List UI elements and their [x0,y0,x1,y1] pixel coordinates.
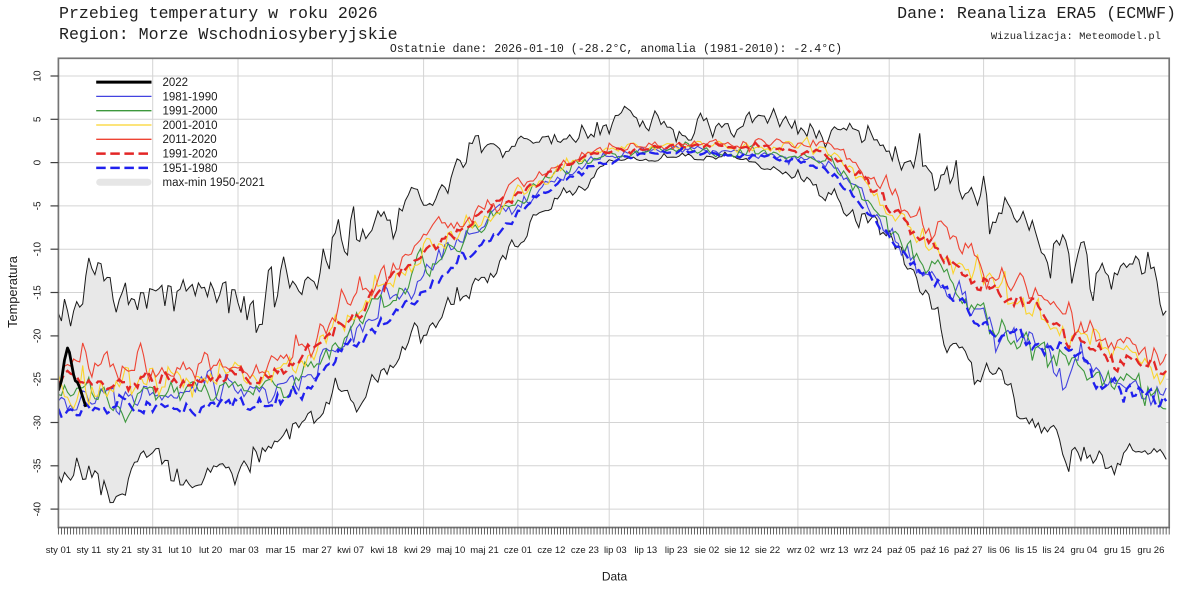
svg-text:cze 23: cze 23 [571,545,599,556]
svg-text:maj 10: maj 10 [437,545,466,556]
svg-text:paź 05: paź 05 [887,545,916,556]
svg-text:kwi 29: kwi 29 [404,545,431,556]
svg-text:10: 10 [33,70,44,82]
svg-text:wrz 02: wrz 02 [786,545,815,556]
svg-text:lis 06: lis 06 [988,545,1010,556]
svg-text:lut 10: lut 10 [168,545,191,556]
svg-text:lis 24: lis 24 [1043,545,1065,556]
svg-text:-25: -25 [33,372,44,387]
svg-text:mar 15: mar 15 [266,545,296,556]
svg-text:-30: -30 [33,415,44,430]
svg-text:lut 20: lut 20 [199,545,222,556]
svg-text:gru 15: gru 15 [1104,545,1131,556]
svg-text:maj 21: maj 21 [470,545,499,556]
svg-text:kwi 18: kwi 18 [371,545,398,556]
svg-text:Temperatura: Temperatura [5,255,20,328]
svg-text:-35: -35 [33,458,44,473]
svg-text:sie 02: sie 02 [694,545,719,556]
svg-text:Data: Data [602,570,628,584]
svg-text:lip 13: lip 13 [634,545,657,556]
svg-text:paź 16: paź 16 [921,545,950,556]
svg-text:wrz 24: wrz 24 [853,545,882,556]
svg-text:Wizualizacja: Meteomodel.pl: Wizualizacja: Meteomodel.pl [991,31,1161,43]
svg-text:2001-2010: 2001-2010 [163,120,218,132]
svg-text:cze 12: cze 12 [537,545,565,556]
svg-text:lip 03: lip 03 [604,545,627,556]
svg-text:lis 15: lis 15 [1015,545,1037,556]
svg-text:mar 03: mar 03 [229,545,259,556]
svg-text:max-min 1950-2021: max-min 1950-2021 [163,177,265,189]
svg-text:gru 26: gru 26 [1137,545,1164,556]
svg-text:1951-1980: 1951-1980 [163,163,218,175]
svg-text:paź 27: paź 27 [954,545,983,556]
svg-text:gru 04: gru 04 [1071,545,1098,556]
svg-text:kwi 07: kwi 07 [337,545,364,556]
svg-text:-15: -15 [33,285,44,300]
svg-text:2011-2020: 2011-2020 [163,134,217,146]
svg-text:-40: -40 [32,501,43,516]
svg-text:sie 22: sie 22 [755,545,780,556]
svg-text:mar 27: mar 27 [302,545,332,556]
svg-text:-10: -10 [33,242,44,257]
svg-text:0: 0 [33,159,44,165]
svg-text:2022: 2022 [163,77,189,89]
svg-text:Ostatnie dane: 2026-01-10 (-28: Ostatnie dane: 2026-01-10 (-28.2°C, anom… [390,43,842,56]
svg-text:1991-2020: 1991-2020 [163,149,218,161]
svg-text:sty 01: sty 01 [46,545,71,556]
svg-text:-5: -5 [33,201,44,210]
svg-text:sty 21: sty 21 [107,545,132,556]
svg-text:5: 5 [33,116,44,122]
svg-text:wrz 13: wrz 13 [819,545,848,556]
svg-text:Dane: Reanaliza ERA5 (ECMWF): Dane: Reanaliza ERA5 (ECMWF) [897,4,1176,23]
svg-text:sie 12: sie 12 [724,545,749,556]
svg-text:cze 01: cze 01 [504,545,532,556]
svg-text:lip 23: lip 23 [665,545,688,556]
svg-text:sty 11: sty 11 [76,545,101,556]
svg-text:Przebieg temperatury w roku 20: Przebieg temperatury w roku 2026 [59,4,378,23]
svg-text:1991-2000: 1991-2000 [163,106,218,118]
svg-text:sty 31: sty 31 [137,545,162,556]
svg-text:-20: -20 [33,328,44,343]
svg-text:1981-1990: 1981-1990 [163,91,218,103]
svg-text:Region: Morze Wschodniosyberyj: Region: Morze Wschodniosyberyjskie [59,25,398,44]
